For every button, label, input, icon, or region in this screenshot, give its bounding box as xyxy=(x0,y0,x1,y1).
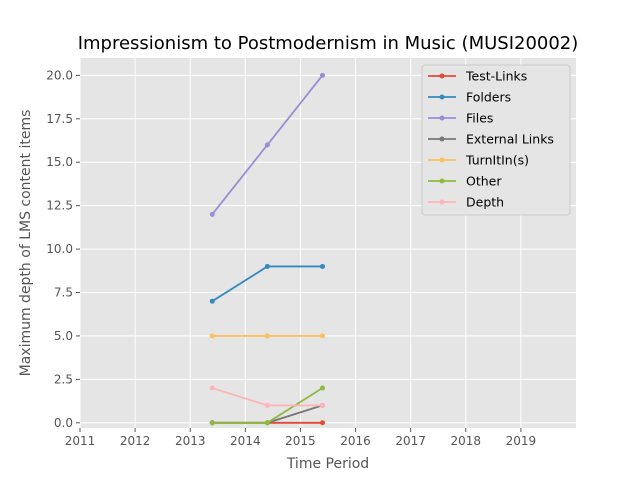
legend-marker xyxy=(439,157,445,163)
data-point-other xyxy=(209,420,215,426)
legend-marker xyxy=(439,115,445,121)
data-point-test-links xyxy=(319,420,325,426)
data-point-other xyxy=(264,420,270,426)
data-point-files xyxy=(209,211,215,217)
y-tick-label: 0.0 xyxy=(54,416,73,430)
y-tick-label: 12.5 xyxy=(46,199,73,213)
data-point-turnitin-s xyxy=(264,333,270,339)
data-point-folders xyxy=(209,298,215,304)
legend-marker xyxy=(439,178,445,184)
data-point-depth xyxy=(264,402,270,408)
legend-marker xyxy=(439,136,445,142)
y-tick-label: 10.0 xyxy=(46,242,73,256)
legend-label: Test-Links xyxy=(465,69,527,84)
x-tick-label: 2015 xyxy=(285,434,316,448)
y-tick-label: 2.5 xyxy=(54,372,73,386)
legend: Test-Links Folders Files External Links Turn… xyxy=(421,64,571,216)
legend-label: Files xyxy=(466,111,493,126)
y-axis-label: Maximum depth of LMS content items xyxy=(18,110,34,377)
x-tick-label: 2012 xyxy=(120,434,151,448)
data-point-other xyxy=(319,385,325,391)
chart-title: Impressionism to Postmodernism in Music … xyxy=(78,33,579,54)
x-tick-label: 2018 xyxy=(451,434,482,448)
legend-label: Folders xyxy=(466,90,511,105)
legend-box xyxy=(421,64,571,216)
x-tick-label: 2019 xyxy=(506,434,537,448)
legend-label: Other xyxy=(466,174,502,189)
y-tick-label: 5.0 xyxy=(54,329,73,343)
data-point-folders xyxy=(319,263,325,269)
legend-label: Depth xyxy=(466,195,504,210)
legend-marker xyxy=(439,199,445,205)
data-point-files xyxy=(264,142,270,148)
x-axis-ticks: 2011 2012 2013 2014 2015 2016 2017 2018 2019 xyxy=(65,428,536,448)
legend-label: TurnItIn(s) xyxy=(465,153,529,168)
x-tick-label: 2017 xyxy=(395,434,426,448)
y-tick-label: 17.5 xyxy=(46,112,73,126)
x-tick-label: 2011 xyxy=(65,434,96,448)
x-tick-label: 2013 xyxy=(175,434,206,448)
data-point-turnitin-s xyxy=(209,333,215,339)
legend-marker xyxy=(439,73,445,79)
legend-marker xyxy=(439,94,445,100)
data-point-folders xyxy=(264,263,270,269)
data-point-depth xyxy=(209,385,215,391)
y-axis-ticks: 0.0 2.5 5.0 7.5 10.0 12.5 15.0 17.5 20.0 xyxy=(46,68,80,430)
legend-label: External Links xyxy=(466,132,554,147)
series-group xyxy=(209,72,325,426)
y-tick-label: 7.5 xyxy=(54,286,73,300)
y-tick-label: 20.0 xyxy=(46,68,73,82)
data-point-turnitin-s xyxy=(319,333,325,339)
data-point-files xyxy=(319,72,325,78)
x-tick-label: 2016 xyxy=(340,434,371,448)
data-point-depth xyxy=(319,402,325,408)
x-axis-label: Time Period xyxy=(286,456,369,472)
y-tick-label: 15.0 xyxy=(46,155,73,169)
x-tick-label: 2014 xyxy=(230,434,261,448)
